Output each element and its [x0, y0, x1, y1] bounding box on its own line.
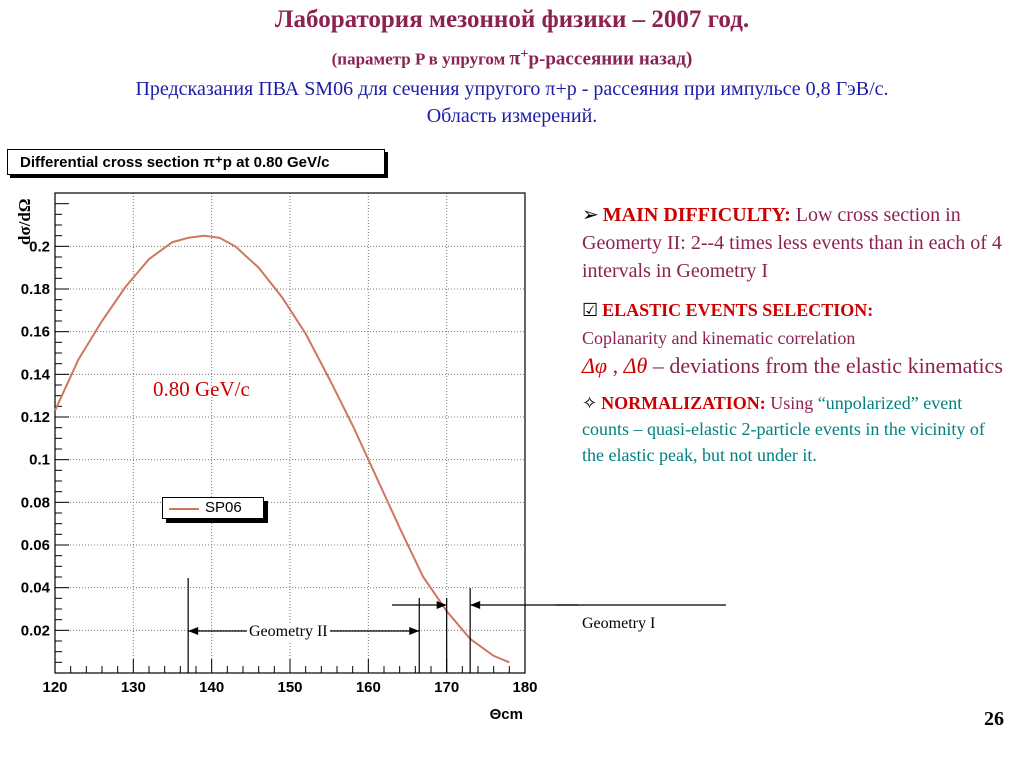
y-tick-label: 0.12 — [21, 409, 50, 426]
geometry1-label: Geometry I — [582, 615, 656, 632]
chart: 120 130 140 150 160 170 180 0.02 0.04 0.06 0.08 0.1… — [15, 192, 578, 723]
y-tick-label: 0.06 — [21, 537, 50, 554]
y-tick-label: 0.14 — [21, 366, 51, 383]
normalization-block: ✧ NORMALIZATION: Using “unpolarized” even… — [582, 390, 1010, 468]
x-tick-label: 120 — [42, 679, 67, 696]
y-tick-label: 0.18 — [21, 281, 50, 298]
y-tick-label: 0.16 — [21, 324, 50, 341]
x-tick-label: 180 — [512, 679, 537, 696]
normalization-text: “unpolarized” event counts – quasi-elast… — [582, 393, 985, 465]
geometry1-arrowhead-left — [436, 601, 447, 609]
info-panel: ➢ MAIN DIFFICULTY: Low cross section in G… — [582, 201, 1010, 478]
pi-charge: + — [520, 46, 529, 62]
x-tick-label: 130 — [121, 679, 146, 696]
geometry1-arrowhead-right — [470, 601, 481, 609]
y-tick-label: 0.04 — [21, 580, 51, 597]
chart-legend: SP06 — [162, 497, 264, 519]
legend-line-sp06 — [169, 508, 199, 510]
deviations-text: – deviations from the elastic kinematics — [647, 353, 1003, 378]
difficulty-text: Low cross section in Geomerty II: 2--4 t… — [582, 204, 1002, 282]
y-tick-label: 0.08 — [21, 494, 50, 511]
normalization-text-plain: Using — [765, 393, 818, 413]
geometry1-leader — [556, 604, 726, 606]
page-number: 26 — [984, 708, 1004, 730]
x-tick-label: 140 — [199, 679, 224, 696]
y-tick-label: 0.02 — [21, 622, 50, 639]
subtitle-rest: p-рассеянии назад) — [528, 48, 693, 70]
series-line-sp06 — [54, 234, 510, 664]
geometry2-arrowhead-left — [188, 627, 199, 635]
delta-separator: , — [607, 353, 624, 378]
subtitle-open: (параметр P в упругом — [331, 49, 510, 69]
delta-theta: Δθ — [623, 353, 648, 378]
chart-title: Differential cross section π⁺p at 0.80 G… — [7, 149, 385, 175]
y-axis-title: dσ/dΩ — [15, 199, 34, 246]
star-bullet-icon: ✧ — [582, 393, 598, 413]
geometry2-label: Geometry II — [247, 623, 330, 641]
selection-block: ☑ ELASTIC EVENTS SELECTION: Coplanarity a… — [582, 295, 1010, 380]
legend-label-sp06: SP06 — [205, 499, 242, 516]
x-tick-label: 150 — [277, 679, 302, 696]
selection-header: ELASTIC EVENTS SELECTION: — [602, 300, 874, 320]
x-tick-label: 170 — [434, 679, 459, 696]
energy-annotation: 0.80 GeV/c — [153, 377, 250, 401]
arrow-bullet-icon: ➢ — [582, 204, 599, 226]
geometry2-arrowhead-right — [409, 627, 420, 635]
x-tick-label: 160 — [356, 679, 381, 696]
y-tick-label: 0.1 — [29, 452, 50, 469]
difficulty-block: ➢ MAIN DIFFICULTY: Low cross section in G… — [582, 201, 1010, 285]
y-tick-label: 0.2 — [29, 238, 50, 255]
normalization-header: NORMALIZATION: — [601, 393, 766, 413]
difficulty-header: MAIN DIFFICULTY: — [602, 204, 791, 226]
slide-subtitle-parameter: (параметр P в упругом π+p-рассеянии наза… — [0, 46, 1024, 71]
pi-symbol: π — [509, 47, 521, 70]
selection-deviations: Δφ , Δθ – deviations from the elastic ki… — [582, 351, 1010, 380]
checkbox-bullet-icon: ☑ — [582, 300, 599, 320]
selection-line: Coplanarity and kinematic correlation — [582, 328, 856, 348]
delta-phi: Δφ — [582, 353, 608, 378]
x-axis-title: Θcm — [490, 706, 523, 723]
slide-description: Предсказания ПВА SM06 для сечения упруго… — [135, 78, 889, 127]
slide-title: Лаборатория мезонной физики – 2007 год. — [274, 6, 750, 33]
